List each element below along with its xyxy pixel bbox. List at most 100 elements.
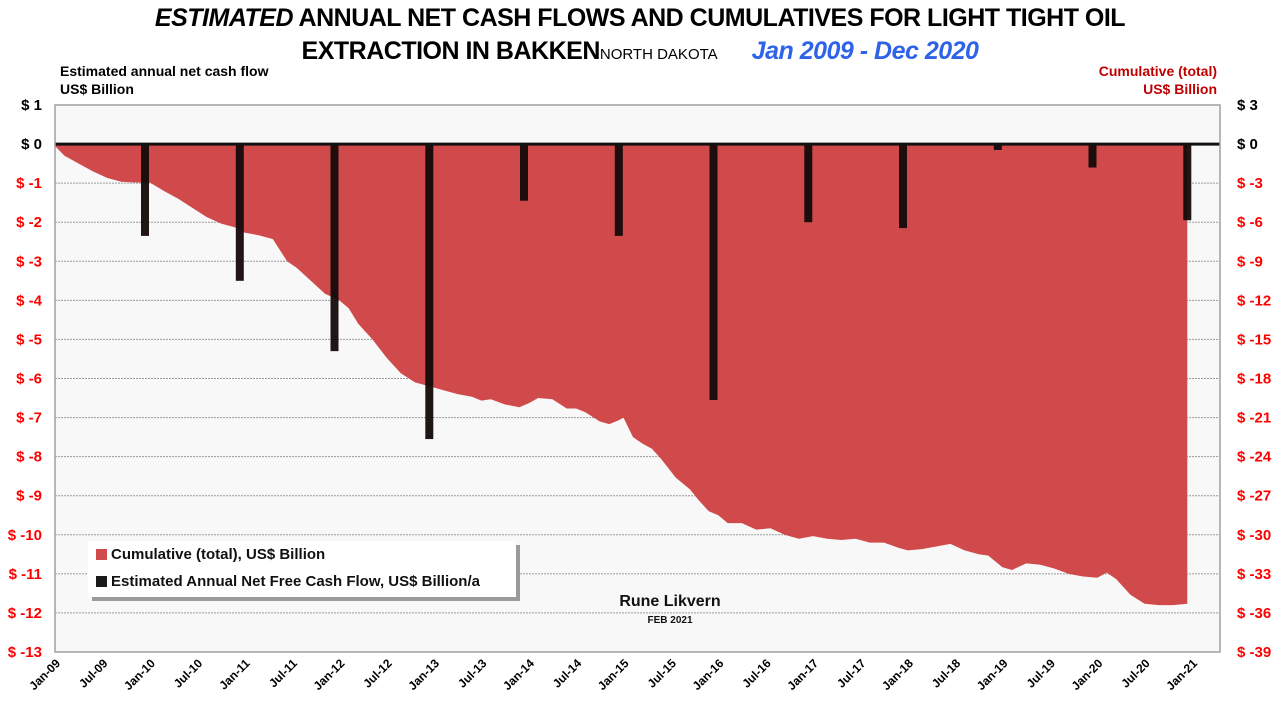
- left-tick-label: $ -6: [16, 371, 42, 388]
- right-tick-label: $ 0: [1237, 136, 1258, 153]
- left-axis-title: Estimated annual net cash flow US$ Billi…: [60, 62, 269, 98]
- x-tick-label: Jul-12: [360, 656, 395, 691]
- x-tick-label: Jul-19: [1024, 656, 1059, 691]
- legend-swatch-cumulative: [96, 549, 107, 560]
- right-tick-label: $ -6: [1237, 214, 1263, 231]
- x-tick: Jan-18: [879, 656, 916, 693]
- x-tick: Jul-12: [360, 656, 395, 691]
- x-tick: Jan-10: [121, 656, 158, 693]
- right-tick-label: $ -21: [1237, 410, 1271, 427]
- right-axis-ticks: $ 3 $ 0 $ -3 $ -6 $ -9 $ -12 $ -15 $ -18 $ -21 $ …: [1237, 97, 1272, 661]
- x-tick: Jan-17: [784, 656, 821, 693]
- left-tick-label: $ -2: [16, 214, 42, 231]
- x-tick: Jul-17: [834, 656, 869, 691]
- left-tick-label: $ 1: [21, 97, 42, 114]
- left-tick-label: $ 0: [21, 136, 42, 153]
- right-tick-label: $ -27: [1237, 488, 1271, 505]
- title-state: NORTH DAKOTA: [599, 46, 718, 63]
- bar-2019: [1088, 144, 1097, 168]
- plot-border: [54, 104, 1221, 653]
- left-tick-label: $ -7: [16, 410, 42, 427]
- x-tick-label: Jul-14: [550, 656, 585, 691]
- x-tick-label: Jan-21: [1163, 656, 1200, 693]
- x-tick: Jan-16: [690, 656, 727, 693]
- title-date-range: Jan 2009 - Dec 2020: [751, 37, 979, 65]
- x-tick-label: Jul-18: [929, 656, 964, 691]
- bar-2017: [899, 144, 907, 229]
- author-name: Rune Likvern: [619, 593, 721, 610]
- right-tick-label: $ 3: [1237, 97, 1258, 114]
- x-tick: Jan-09: [26, 656, 63, 693]
- bar-2012: [425, 144, 434, 440]
- bar-2010: [235, 144, 244, 281]
- legend-item-cumulative: Cumulative (total), US$ Billion: [96, 546, 325, 563]
- legend-label-cash-flow: Estimated Annual Net Free Cash Flow, US$…: [111, 573, 480, 590]
- legend: Cumulative (total), US$ Billion Estimate…: [88, 541, 516, 597]
- x-tick-label: Jan-12: [311, 656, 348, 693]
- x-tick: Jul-15: [645, 656, 680, 691]
- right-tick-label: $ -12: [1237, 292, 1271, 309]
- bar-2013: [520, 144, 528, 201]
- right-tick-label: $ -9: [1237, 253, 1263, 270]
- x-tick: Jan-21: [1163, 656, 1200, 693]
- bar-2014: [614, 144, 623, 236]
- bar-2020: [1183, 144, 1192, 221]
- x-tick-label: Jan-09: [26, 656, 63, 693]
- title-emphasis: ESTIMATED: [154, 4, 294, 32]
- x-tick: Jul-18: [929, 656, 964, 691]
- right-axis-title-line1: Cumulative (total): [1098, 63, 1217, 79]
- left-axis-ticks: $ 1 $ 0 $ -1 $ -2 $ -3 $ -4 $ -5 $ -6 $ -7 $ -8 $ …: [8, 97, 43, 661]
- right-tick-label: $ -3: [1237, 175, 1263, 192]
- x-tick: Jan-11: [216, 656, 253, 693]
- legend-label-cumulative: Cumulative (total), US$ Billion: [111, 546, 326, 563]
- right-tick-label: $ -36: [1237, 605, 1271, 622]
- title-region: EXTRACTION IN BAKKEN: [301, 37, 601, 65]
- right-axis-title-line2: US$ Billion: [1143, 81, 1217, 97]
- left-tick-label: $ -13: [8, 644, 42, 661]
- right-tick-label: $ -33: [1237, 566, 1271, 583]
- x-tick-label: Jul-20: [1118, 656, 1153, 691]
- x-tick-label: Jul-13: [455, 656, 490, 691]
- bar-2016: [804, 144, 813, 223]
- left-tick-label: $ -10: [8, 527, 42, 544]
- bar-2015: [709, 144, 718, 400]
- right-tick-label: $ -24: [1237, 449, 1272, 466]
- x-tick-label: Jan-13: [405, 656, 442, 693]
- left-tick-label: $ -5: [16, 331, 42, 348]
- x-tick: Jul-16: [739, 656, 774, 691]
- x-tick-label: Jan-15: [595, 656, 632, 693]
- x-tick-label: Jan-18: [879, 656, 916, 693]
- left-tick-label: $ -3: [16, 253, 42, 270]
- x-tick: Jan-15: [595, 656, 632, 693]
- left-tick-label: $ -11: [9, 566, 42, 583]
- x-tick: Jul-10: [171, 656, 206, 691]
- chart-title-line1: ESTIMATED ANNUAL NET CASH FLOWS AND CUMU…: [0, 4, 1280, 33]
- x-tick-label: Jul-11: [266, 656, 300, 690]
- x-tick: Jan-20: [1069, 656, 1106, 693]
- x-tick: Jul-19: [1024, 656, 1059, 691]
- author-date: FEB 2021: [647, 615, 693, 626]
- x-tick-label: Jan-10: [121, 656, 158, 693]
- left-tick-label: $ -8: [16, 449, 42, 466]
- x-tick-label: Jul-09: [76, 656, 111, 691]
- x-tick-label: Jul-15: [645, 656, 680, 691]
- legend-item-cash-flow: Estimated Annual Net Free Cash Flow, US$…: [96, 573, 480, 590]
- left-tick-label: $ -12: [8, 605, 42, 622]
- x-tick-label: Jul-16: [739, 656, 774, 691]
- left-axis-title-line1: Estimated annual net cash flow: [60, 63, 269, 79]
- x-tick: Jan-13: [405, 656, 442, 693]
- left-tick-label: $ -4: [16, 292, 43, 309]
- x-tick: Jul-20: [1118, 656, 1153, 691]
- x-tick: Jul-11: [266, 656, 300, 690]
- x-tick-label: Jan-17: [784, 656, 821, 693]
- chart-title-line2: EXTRACTION IN BAKKENNORTH DAKOTA Jan 2009…: [0, 37, 1280, 66]
- right-tick-label: $ -39: [1237, 644, 1271, 661]
- title-rest: ANNUAL NET CASH FLOWS AND CUMULATIVES FO…: [293, 4, 1126, 32]
- legend-swatch-cash-flow: [96, 576, 107, 587]
- bar-2009: [141, 144, 149, 236]
- left-tick-label: $ -9: [16, 488, 42, 505]
- x-tick: Jan-14: [500, 656, 537, 693]
- right-tick-label: $ -18: [1237, 371, 1271, 388]
- x-tick-label: Jan-11: [216, 656, 253, 693]
